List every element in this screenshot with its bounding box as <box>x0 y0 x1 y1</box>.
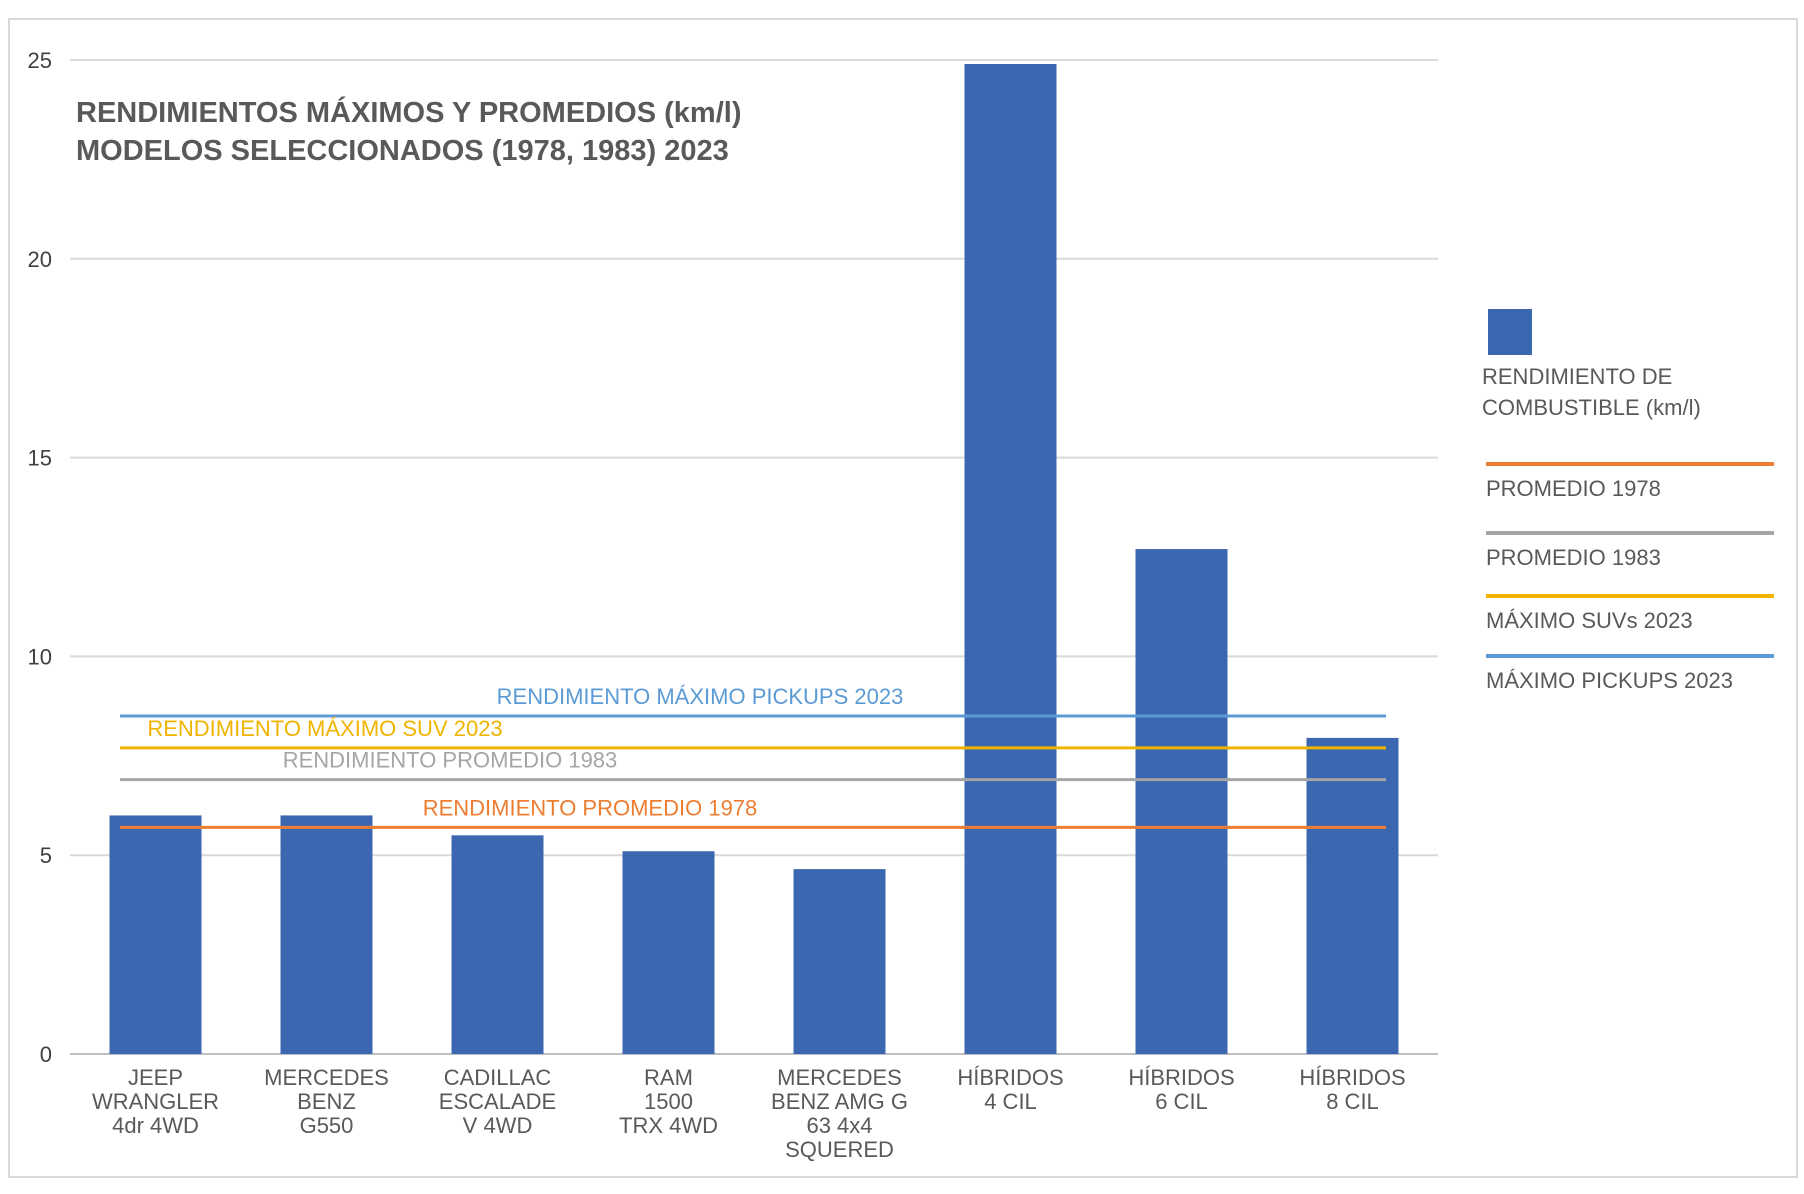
y-tick-label: 25 <box>28 48 52 73</box>
legend-label: PROMEDIO 1978 <box>1486 476 1661 501</box>
chart-title-line: MODELOS SELECCIONADOS (1978, 1983) 2023 <box>76 135 729 167</box>
legend-label: MÁXIMO PICKUPS 2023 <box>1486 668 1733 693</box>
bar <box>1135 549 1228 1054</box>
bar <box>451 835 544 1054</box>
y-tick-label: 15 <box>28 446 52 471</box>
x-tick-label: CADILLAC ESCALADE V 4WD <box>439 1065 556 1138</box>
x-tick-label: JEEP WRANGLER 4dr 4WD <box>92 1065 219 1138</box>
bar <box>280 815 373 1054</box>
bar <box>622 851 715 1054</box>
reference-lines: RENDIMIENTO MÁXIMO PICKUPS 2023 RENDIMIEN… <box>120 684 1386 829</box>
bar <box>793 869 886 1054</box>
gridlines <box>70 59 1438 1055</box>
legend-swatch-bar <box>1488 309 1532 355</box>
y-tick-label: 20 <box>28 247 52 272</box>
bars <box>109 63 1399 1054</box>
reference-line-label: RENDIMIENTO MÁXIMO SUV 2023 <box>147 716 502 741</box>
chart-title: RENDIMIENTOS MÁXIMOS Y PROMEDIOS (km/l) M… <box>76 95 742 167</box>
legend-label: MÁXIMO SUVs 2023 <box>1486 608 1693 633</box>
bar <box>109 815 202 1054</box>
x-tick-label: HÍBRIDOS 8 CIL <box>1299 1065 1405 1114</box>
x-tick-label: MERCEDES BENZ G550 <box>264 1065 389 1138</box>
y-tick-label: 5 <box>40 843 52 868</box>
chart-title-line: RENDIMIENTOS MÁXIMOS Y PROMEDIOS (km/l) <box>76 95 742 129</box>
x-tick-label: MERCEDES BENZ AMG G 63 4x4 SQUERED <box>771 1065 908 1162</box>
x-axis: JEEP WRANGLER 4dr 4WD MERCEDES BENZ G550 CADIL… <box>92 1065 1406 1162</box>
reference-line-label: RENDIMIENTO MÁXIMO PICKUPS 2023 <box>497 684 904 709</box>
x-tick-label: HÍBRIDOS 6 CIL <box>1128 1065 1234 1114</box>
x-tick-label: HÍBRIDOS 4 CIL <box>957 1065 1063 1114</box>
y-tick-label: 10 <box>28 644 52 669</box>
y-axis: 0 5 10 15 20 25 <box>28 48 52 1067</box>
legend-label: RENDIMIENTO DE COMBUSTIBLE (km/l) <box>1482 364 1701 420</box>
y-tick-label: 0 <box>40 1042 52 1067</box>
x-tick-label: RAM 1500 TRX 4WD <box>619 1065 718 1138</box>
bar <box>964 63 1057 1054</box>
legend: RENDIMIENTO DE COMBUSTIBLE (km/l) PROMEDIO… <box>1482 309 1774 693</box>
reference-line-label: RENDIMIENTO PROMEDIO 1983 <box>283 748 618 773</box>
reference-line-label: RENDIMIENTO PROMEDIO 1978 <box>423 795 758 820</box>
bar <box>1306 737 1399 1054</box>
legend-label: PROMEDIO 1983 <box>1486 545 1661 570</box>
